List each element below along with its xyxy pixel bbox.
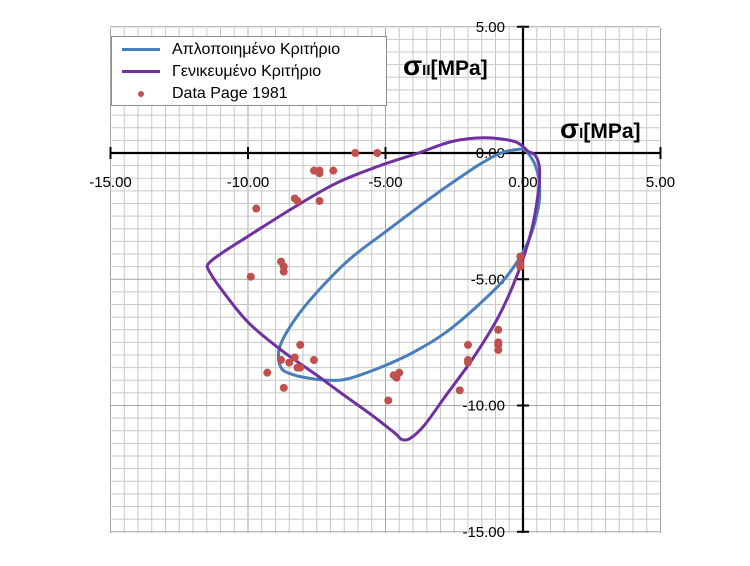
legend-item-generalized: Γενικευμένο Κριτήριο [122,61,321,82]
data-point [455,386,464,395]
data-point [464,340,472,349]
y-axis-title: σII[MPa] [403,50,488,81]
legend-item-simplified: Απλοποιημένο Κριτήριο [122,39,340,60]
y-tick-label: -5.00 [471,271,505,288]
data-point [384,396,393,405]
x-tick-label: -5.00 [368,174,402,191]
y-tick-label: -15.00 [462,524,505,541]
data-point [290,353,299,362]
data-point [263,368,272,377]
y-tick-label: 0.00 [476,145,505,162]
x-axis-title-subscript: I [579,125,583,142]
legend: Απλοποιημένο Κριτήριο Γενικευμένο Κριτήρ… [111,36,387,106]
data-point [516,262,525,271]
data-point [494,325,503,334]
x-tick-label: -10.00 [227,174,270,191]
x-axis-title-unit: [MPa] [583,120,640,143]
data-point [315,169,324,178]
plot-points [246,149,525,405]
plot-grid [110,26,661,533]
data-point [516,252,525,261]
x-tick-label: 0.00 [508,174,537,191]
series-line-generalized [205,136,542,442]
data-point [296,363,305,372]
legend-marker-dot [138,90,144,97]
data-point [329,166,338,175]
legend-label: Γενικευμένο Κριτήριο [172,62,322,80]
x-axis-title-symbol: σ [560,113,579,144]
legend-line-blue [122,48,160,51]
data-point [252,204,261,213]
legend-label: Data Page 1981 [172,84,288,102]
data-point [279,267,288,276]
x-axis-title: σI[MPa] [560,113,641,144]
y-axis-title-symbol: σ [403,50,422,81]
data-point [285,358,294,367]
data-point [279,383,288,392]
data-point [373,149,382,157]
x-tick-label: 5.00 [646,174,675,191]
data-point [296,340,305,349]
y-axis-title-unit: [MPa] [431,57,488,80]
legend-line-purple [122,70,160,73]
x-tick-labels: -15.00 -10.00 -5.00 0.00 5.00 [89,174,675,191]
data-point [351,149,360,157]
legend-label: Απλοποιημένο Κριτήριο [172,40,341,58]
data-point [464,358,472,367]
y-tick-label: 5.00 [476,19,505,36]
data-point [246,272,255,281]
legend-item-data: Data Page 1981 [122,83,288,104]
y-axis-title-subscript: II [422,62,430,79]
data-point [293,196,302,205]
y-tick-label: -10.00 [462,398,505,415]
data-point [315,196,324,205]
data-point [395,368,404,377]
y-tick-labels: 5.00 0.00 -5.00 -10.00 -15.00 [462,19,505,541]
x-tick-label: -15.00 [89,174,132,191]
data-point [277,356,285,365]
data-point [494,345,503,354]
plot-lines [205,136,542,442]
data-point [310,356,318,365]
